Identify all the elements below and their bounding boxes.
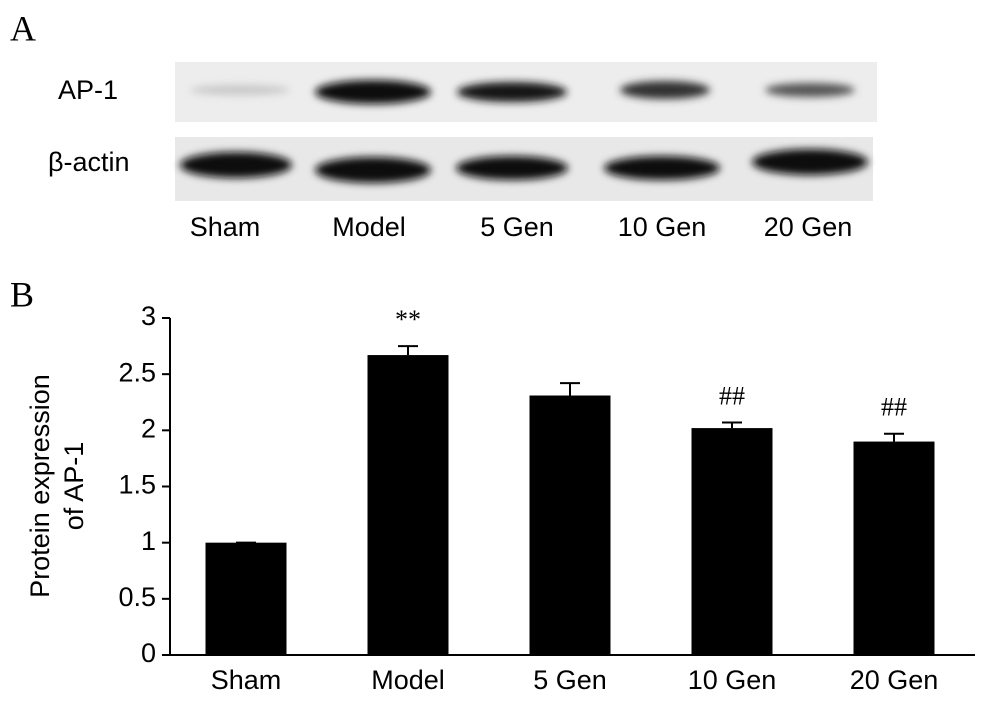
significance-label: ## [719, 381, 745, 410]
lane-label: 5 Gen [480, 212, 554, 242]
y-axis-label: of AP-1 [59, 442, 89, 531]
blot-row-label: β-actin [48, 147, 130, 177]
lane-label: 10 Gen [618, 212, 707, 242]
y-tick-label: 0 [141, 638, 156, 668]
lane-label: Model [332, 212, 406, 242]
y-tick-label: 2.5 [118, 357, 156, 387]
bar [691, 428, 773, 655]
significance-label: ** [395, 305, 421, 334]
y-tick-label: 3 [141, 301, 156, 331]
bar [529, 395, 611, 655]
y-tick-label: 0.5 [118, 582, 156, 612]
bar [367, 355, 449, 655]
y-axis-label: Protein expression [25, 374, 55, 598]
panel-label: A [10, 8, 36, 48]
panel-label: B [10, 274, 34, 314]
bar [205, 542, 287, 655]
lane-label: 20 Gen [764, 212, 853, 242]
y-tick-label: 1 [141, 526, 156, 556]
x-tick-label: 5 Gen [533, 665, 607, 695]
blot-image [175, 62, 877, 201]
x-tick-label: Sham [211, 665, 282, 695]
bar [853, 441, 935, 655]
significance-label: ## [881, 393, 907, 422]
x-tick-label: Model [371, 665, 445, 695]
y-tick-label: 1.5 [118, 470, 156, 500]
lane-label: Sham [190, 212, 261, 242]
blot-row-label: AP-1 [58, 75, 118, 105]
y-tick-label: 2 [141, 413, 156, 443]
x-tick-label: 20 Gen [850, 665, 939, 695]
x-tick-label: 10 Gen [688, 665, 777, 695]
